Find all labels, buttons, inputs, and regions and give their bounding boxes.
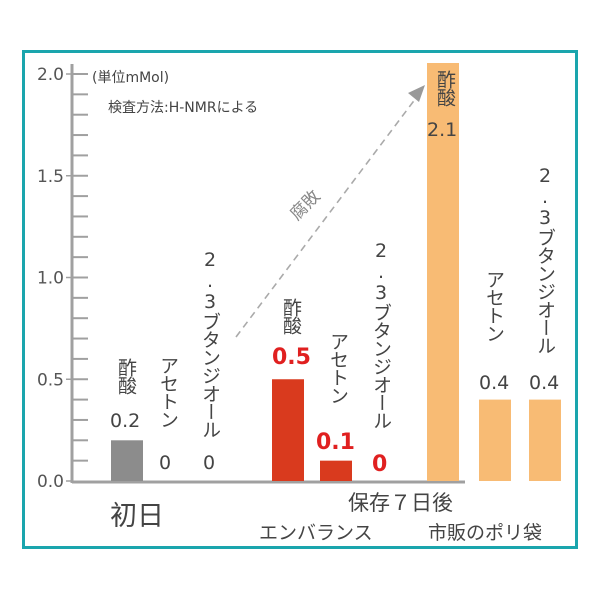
value-label-commercial-acetic: 2.1 [427, 119, 458, 141]
value-label-enbalance-butanediol: 0 [372, 452, 388, 477]
bar-label-initial-acetic: 酢酸 [115, 358, 137, 394]
bar-label-commercial-acetic: 酢酸 [434, 70, 456, 106]
y-tick-label: 1.0 [37, 269, 64, 289]
bar-label-commercial-acetone: アセトン [483, 270, 505, 342]
annotation-arrow-line [235, 97, 417, 338]
value-label-initial-acetic: 0.2 [110, 410, 141, 432]
group-label-initial: 初日 [110, 501, 164, 532]
y-tick-label: 2.0 [37, 65, 64, 85]
value-label-initial-butanediol: 0 [203, 452, 216, 474]
bar [427, 63, 459, 481]
unit-note: (単位mMol) [92, 70, 170, 86]
y-tick-label: 0.0 [37, 472, 64, 492]
bar-label-enbalance-acetic: 酢酸 [280, 298, 302, 334]
bar [111, 440, 143, 481]
group-label-after-7-days: 保存７日後 [348, 491, 453, 515]
bar [272, 379, 304, 481]
value-label-enbalance-acetic: 0.5 [272, 345, 311, 370]
bar-label-enbalance-butanediol: 2.3ブタンジオール [370, 240, 392, 429]
y-tick-label: 1.5 [37, 167, 64, 187]
value-label-initial-acetone: 0 [159, 452, 172, 474]
bar-label-initial-butanediol: 2.3ブタンジオール [199, 249, 221, 438]
bar-label-commercial-butanediol: 2.3ブタンジオール [534, 165, 556, 354]
value-label-enbalance-acetone: 0.1 [316, 430, 355, 455]
bar [320, 460, 352, 481]
value-label-commercial-acetone: 0.4 [479, 372, 510, 394]
bar [529, 399, 561, 481]
chart-frame [22, 50, 578, 549]
bar-label-enbalance-acetone: アセトン [327, 332, 349, 404]
annotation-arrow-head [408, 85, 425, 102]
method-note: 検査方法:H-NMRによる [108, 100, 259, 116]
bar [479, 399, 511, 481]
value-label-commercial-butanediol: 0.4 [529, 372, 560, 394]
group-sublabel-enbalance: エンバランス [259, 522, 373, 544]
group-sublabel-commercial-bag: 市販のポリ袋 [428, 522, 543, 544]
y-tick-label: 0.5 [37, 370, 64, 390]
bar-label-initial-acetone: アセトン [157, 356, 179, 428]
